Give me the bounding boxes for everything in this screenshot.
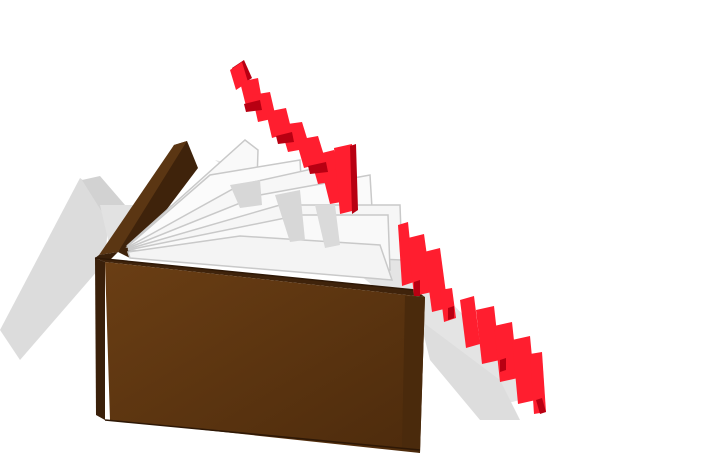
extruded-red-text [230,60,546,414]
book-front-cover [94,257,425,453]
text-line-upper [230,60,358,214]
text-line-lower [398,222,546,414]
book-pages [125,139,403,281]
